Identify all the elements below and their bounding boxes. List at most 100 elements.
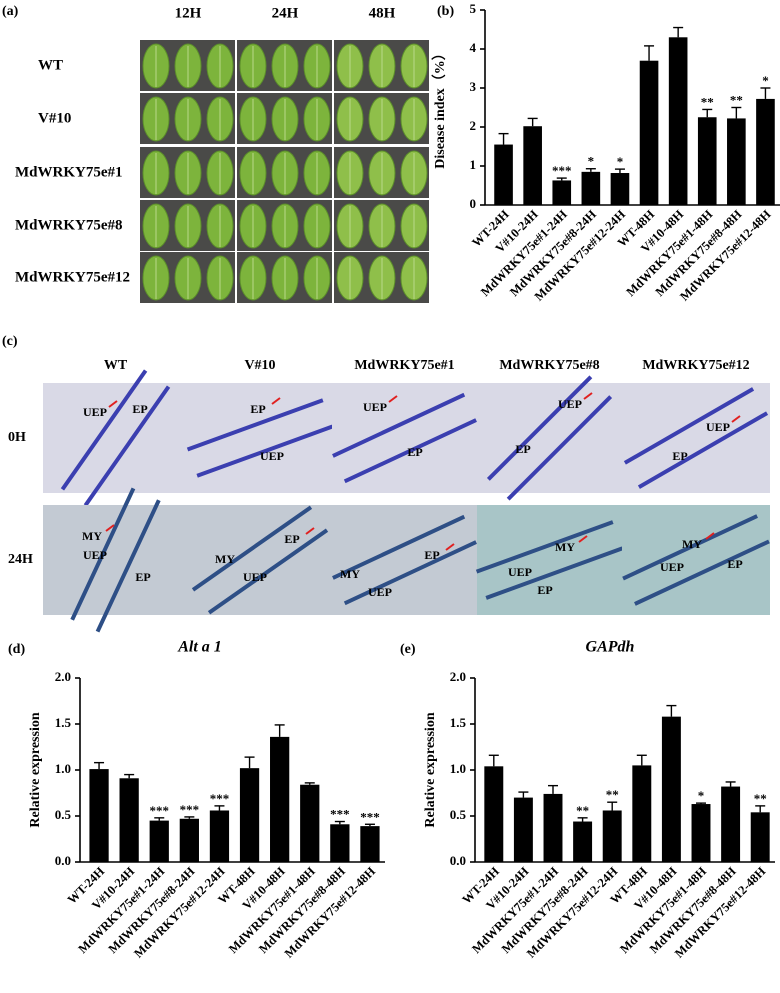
bar <box>89 769 109 862</box>
significance: ** <box>701 94 714 109</box>
tissue-label: MY <box>682 537 702 551</box>
tissue-label: EP <box>727 557 742 571</box>
y-tick-label: 4 <box>470 40 477 55</box>
tissue-label: UEP <box>558 397 582 411</box>
tissue-band <box>315 498 494 622</box>
bar <box>543 793 563 862</box>
panel-label: (d) <box>8 642 25 657</box>
tissue-label: EP <box>515 442 530 456</box>
bar <box>639 60 659 206</box>
tissue-label: MY <box>215 552 235 566</box>
bar <box>727 118 746 205</box>
y-tick-label: 1.5 <box>450 715 467 730</box>
tissue-label: EP <box>424 548 439 562</box>
tissue-band <box>53 471 178 649</box>
significance: *** <box>552 163 572 178</box>
arrow <box>583 392 593 400</box>
arrow <box>731 415 741 423</box>
y-axis-label: Relative expression <box>423 712 438 827</box>
chart-title: GAPdh <box>586 639 635 656</box>
bar <box>523 126 542 205</box>
y-tick-label: 1.0 <box>55 761 71 776</box>
row-label: MdWRKY75e#12 <box>15 269 130 285</box>
y-tick-label: 0.5 <box>450 807 467 822</box>
tissue-label: EP <box>672 449 687 463</box>
tissue-label: UEP <box>363 400 387 414</box>
bar <box>552 180 572 205</box>
panel-label: (a) <box>2 4 19 19</box>
bar <box>119 778 139 862</box>
bar <box>581 171 601 205</box>
tissue-label: UEP <box>508 565 532 579</box>
tissue-label: UEP <box>706 420 730 434</box>
arrow <box>105 524 115 532</box>
panel-label: (e) <box>400 642 416 657</box>
y-tick-label: 1 <box>470 157 477 172</box>
bar <box>270 736 290 862</box>
significance: * <box>698 788 705 803</box>
column-label: MdWRKY75e#1 <box>354 358 454 373</box>
tissue-label: UEP <box>243 570 267 584</box>
panel-c: WT V#10 MdWRKY75e#1 MdWRKY75e#8 MdWRKY75e#12… <box>8 347 780 649</box>
arrow <box>578 535 588 543</box>
tissue-label: UEP <box>83 405 107 419</box>
bar <box>632 765 652 862</box>
arrow <box>271 397 281 405</box>
tissue-band <box>604 368 780 508</box>
tissue-label: EP <box>284 532 299 546</box>
significance: *** <box>360 809 380 824</box>
y-tick-label: 1.0 <box>450 761 466 776</box>
bar <box>330 824 350 862</box>
arrow <box>108 400 118 408</box>
tissue-label: MY <box>82 529 102 543</box>
tissue-label: MY <box>340 567 360 581</box>
row-label: V#10 <box>38 110 71 126</box>
y-axis-label: Relative expression <box>28 712 43 827</box>
significance: *** <box>150 803 170 818</box>
significance: * <box>617 154 624 169</box>
bar <box>750 812 770 862</box>
bar <box>602 810 622 862</box>
significance: *** <box>180 802 200 817</box>
tissue-label: UEP <box>83 548 107 562</box>
tissue-band <box>173 384 347 492</box>
significance: ** <box>730 92 743 107</box>
tissue-band <box>315 376 494 500</box>
arrow <box>305 527 315 535</box>
tissue-label: EP <box>407 445 422 459</box>
tissue-band <box>462 506 637 614</box>
panel-label: (c) <box>2 334 18 349</box>
column-label: WT <box>104 358 128 373</box>
micrograph <box>43 505 188 615</box>
y-tick-label: 3 <box>470 79 477 94</box>
significance: ** <box>754 791 767 806</box>
tissue-label: EP <box>250 402 265 416</box>
panel-a: 12H 24H 48H WT V#10 MdWRKY75e#1 MdWRKY75e#8 MdW… <box>15 5 429 303</box>
column-label: 24H <box>272 5 299 21</box>
significance: * <box>762 73 769 88</box>
significance: ** <box>576 803 589 818</box>
tissue-label: EP <box>132 402 147 416</box>
column-label: 12H <box>175 5 202 21</box>
y-tick-label: 0 <box>470 196 477 211</box>
row-label: MdWRKY75e#8 <box>15 217 123 233</box>
row-label: 0H <box>8 430 26 445</box>
y-tick-label: 0.0 <box>450 853 466 868</box>
tissue-label: UEP <box>660 560 684 574</box>
significance: *** <box>210 791 230 806</box>
bar <box>668 37 688 205</box>
arrow <box>705 532 715 540</box>
y-tick-label: 2.0 <box>450 669 466 684</box>
column-label: V#10 <box>244 358 275 373</box>
y-tick-label: 2 <box>470 118 477 133</box>
micrograph <box>477 505 622 615</box>
bar <box>239 768 260 862</box>
micrograph <box>43 383 188 493</box>
y-tick-label: 0.0 <box>55 853 71 868</box>
bar <box>179 818 199 862</box>
tissue-label: UEP <box>260 449 284 463</box>
column-label: MdWRKY75e#8 <box>499 358 599 373</box>
significance: ** <box>606 787 619 802</box>
tissue-label: MY <box>555 540 575 554</box>
